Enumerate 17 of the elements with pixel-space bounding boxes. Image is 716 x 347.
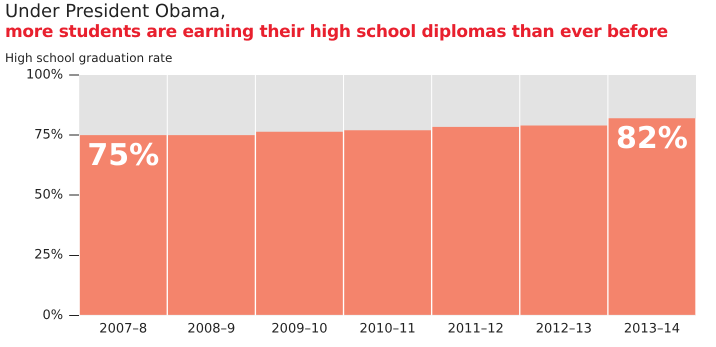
x-tick-label: 2007–8 [99,322,148,337]
x-tick-label: 2013–14 [624,322,680,337]
x-tick-label: 2009–10 [271,322,328,337]
y-tick-label: 100% [26,67,64,82]
x-tick-label: 2012–13 [536,322,592,337]
data-label: 75% [87,138,160,173]
y-tick-label: 25% [34,248,64,263]
x-tick-label: 2010–11 [360,322,416,337]
y-axis-title: High school graduation rate [5,51,172,65]
y-tick-label: 75% [34,127,64,142]
data-label: 82% [616,121,688,156]
x-tick-label: 2011–12 [448,322,504,337]
chart-title: Under President Obama, [5,1,226,22]
chart-subtitle: more students are earning their high school diplomas than ever before [5,22,668,42]
x-tick-label: 2008–9 [187,322,236,337]
y-tick-label: 0% [42,308,64,323]
y-tick-label: 50% [34,188,64,203]
